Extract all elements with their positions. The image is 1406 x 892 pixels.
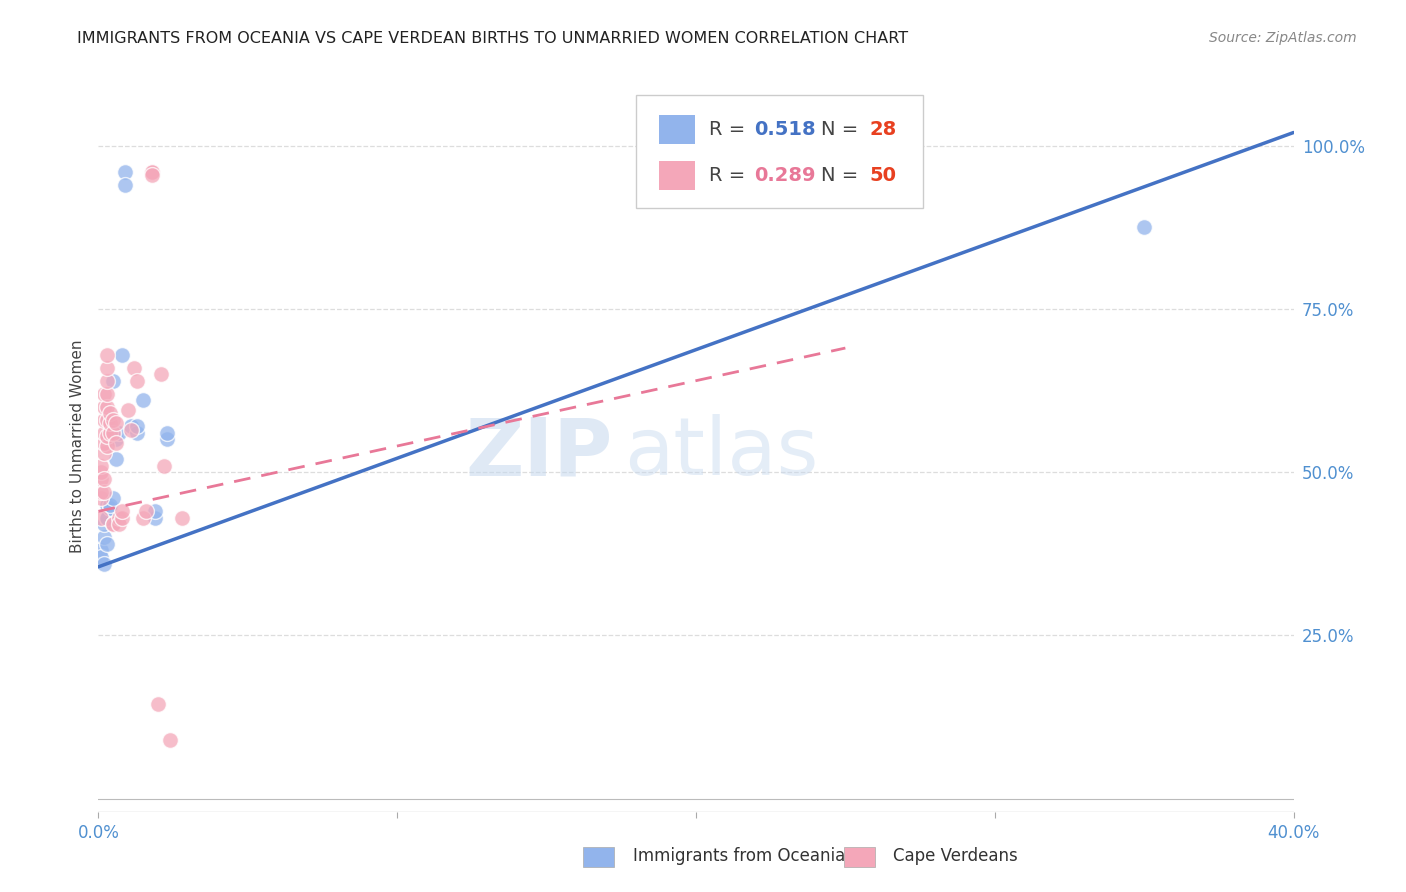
Point — [96, 537, 118, 551]
Point — [141, 168, 163, 182]
Point — [105, 452, 128, 467]
Point — [93, 386, 115, 401]
Point — [114, 178, 136, 192]
Point — [105, 416, 128, 430]
Point — [93, 472, 115, 486]
Point — [98, 425, 122, 440]
Text: Cape Verdeans: Cape Verdeans — [893, 847, 1018, 865]
Point — [98, 416, 122, 430]
Point — [90, 511, 112, 525]
Point — [111, 504, 134, 518]
FancyBboxPatch shape — [659, 161, 695, 190]
Point — [90, 484, 112, 499]
Point — [96, 347, 118, 362]
Point — [103, 517, 125, 532]
Point — [93, 484, 115, 499]
Point — [93, 445, 115, 459]
Point — [124, 360, 146, 375]
Point — [159, 732, 181, 747]
Point — [108, 425, 131, 440]
Point — [103, 374, 125, 388]
Text: N =: N = — [821, 120, 865, 139]
Point — [156, 425, 179, 440]
Point — [120, 419, 142, 434]
Point — [93, 400, 115, 414]
Point — [103, 425, 125, 440]
Text: 0.289: 0.289 — [755, 166, 815, 185]
Point — [141, 164, 163, 178]
Text: Source: ZipAtlas.com: Source: ZipAtlas.com — [1209, 31, 1357, 45]
Point — [143, 511, 166, 525]
Point — [111, 511, 134, 525]
Point — [98, 501, 122, 516]
Point — [153, 458, 176, 473]
Point — [103, 517, 125, 532]
Point — [90, 458, 112, 473]
Point — [96, 439, 118, 453]
Point — [1133, 220, 1156, 235]
Point — [96, 429, 118, 443]
Point — [93, 435, 115, 450]
Point — [93, 425, 115, 440]
Point — [96, 413, 118, 427]
FancyBboxPatch shape — [637, 95, 924, 209]
Point — [132, 511, 155, 525]
Point — [105, 435, 128, 450]
Point — [148, 697, 170, 711]
Point — [105, 433, 128, 447]
Point — [108, 511, 131, 525]
Point — [135, 504, 157, 518]
Point — [127, 419, 149, 434]
Text: 0.518: 0.518 — [755, 120, 815, 139]
Point — [96, 511, 118, 525]
Text: IMMIGRANTS FROM OCEANIA VS CAPE VERDEAN BIRTHS TO UNMARRIED WOMEN CORRELATION CH: IMMIGRANTS FROM OCEANIA VS CAPE VERDEAN … — [77, 31, 908, 46]
Point — [90, 491, 112, 506]
Point — [96, 511, 118, 525]
Point — [90, 543, 112, 558]
Point — [111, 347, 134, 362]
FancyBboxPatch shape — [659, 115, 695, 144]
Point — [117, 403, 139, 417]
Point — [96, 400, 118, 414]
Point — [93, 517, 115, 532]
Point — [93, 530, 115, 544]
Text: N =: N = — [821, 166, 865, 185]
Point — [96, 386, 118, 401]
Text: R =: R = — [709, 166, 752, 185]
Point — [132, 393, 155, 408]
Point — [93, 413, 115, 427]
Point — [127, 425, 149, 440]
Point — [103, 491, 125, 506]
Point — [150, 367, 173, 381]
Point — [96, 498, 118, 512]
Point — [103, 413, 125, 427]
Text: atlas: atlas — [624, 414, 818, 492]
Point — [141, 164, 163, 178]
Point — [108, 517, 131, 532]
Point — [120, 423, 142, 437]
Text: 28: 28 — [869, 120, 897, 139]
Point — [156, 433, 179, 447]
Point — [172, 511, 194, 525]
Point — [127, 374, 149, 388]
Point — [90, 465, 112, 479]
Point — [98, 406, 122, 420]
Point — [143, 504, 166, 518]
Point — [114, 164, 136, 178]
Point — [96, 374, 118, 388]
Text: Immigrants from Oceania: Immigrants from Oceania — [633, 847, 845, 865]
Point — [93, 557, 115, 571]
Text: 50: 50 — [869, 166, 896, 185]
Text: ZIP: ZIP — [465, 414, 613, 492]
Point — [96, 360, 118, 375]
Y-axis label: Births to Unmarried Women: Births to Unmarried Women — [69, 339, 84, 553]
Point — [90, 549, 112, 564]
Point — [98, 498, 122, 512]
Point — [90, 472, 112, 486]
Text: R =: R = — [709, 120, 752, 139]
